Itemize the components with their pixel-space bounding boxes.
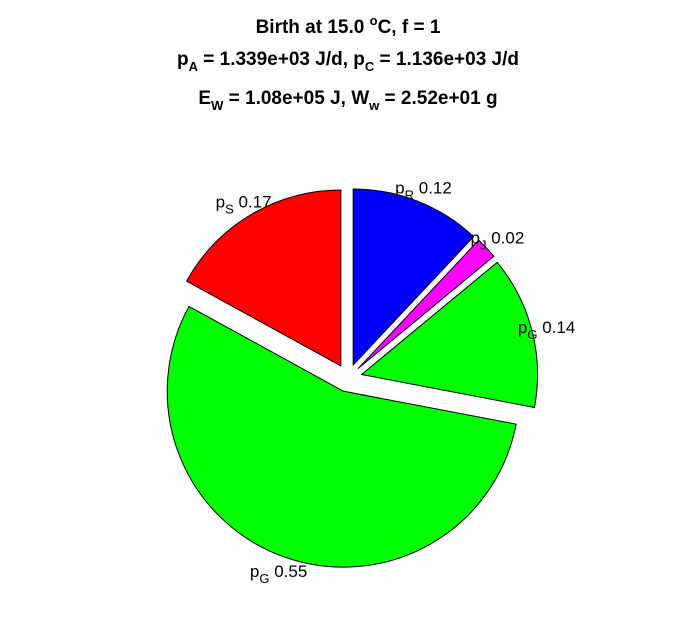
pa-value: = 1.339e+03 J/d, (198, 49, 353, 70)
slice-label-1: pJ 0.02 (471, 229, 525, 253)
ww-base: W (351, 88, 369, 109)
pie-slice-2 (361, 261, 539, 408)
slice-label-base-2: p (518, 318, 527, 337)
slice-label-sub-4: S (225, 202, 234, 217)
title-line-1-suffix: C, f = 1 (378, 17, 441, 38)
chart-title-line-3: EW = 1.08e+05 J, Ww = 2.52e+01 g (198, 88, 497, 113)
slice-label-value-1: 0.02 (486, 229, 524, 248)
slice-label-3: pG 0.55 (250, 562, 307, 586)
slice-label-value-2: 0.14 (537, 318, 575, 337)
slice-label-sub-2: G (527, 327, 537, 342)
pie-slices (166, 188, 539, 568)
slice-label-base-1: p (471, 229, 480, 248)
slice-label-2: pG 0.14 (518, 318, 575, 342)
ew-sub: W (211, 98, 224, 113)
pa-sub: A (189, 59, 199, 74)
title-line-1-degree: o (370, 13, 378, 28)
slice-label-4: pS 0.17 (216, 193, 272, 217)
slice-label-base-3: p (250, 562, 259, 581)
slice-label-base-4: p (216, 193, 225, 212)
ww-sub: w (368, 98, 380, 113)
ew-value: = 1.08e+05 J, (223, 88, 351, 109)
slice-label-0: pR 0.12 (395, 178, 452, 202)
ww-value: = 2.52e+01 g (379, 88, 497, 109)
pie-slice-0 (352, 188, 475, 366)
slice-label-value-3: 0.55 (269, 562, 307, 581)
chart-title-line-1: Birth at 15.0 oC, f = 1 (256, 13, 441, 38)
pie-slice-1 (357, 239, 495, 369)
chart-title-line-2: pA = 1.339e+03 J/d, pC = 1.136e+03 J/d (177, 49, 519, 74)
slice-label-sub-3: G (259, 571, 269, 586)
slice-label-base-0: p (395, 178, 404, 197)
pc-sub: C (365, 59, 375, 74)
slice-label-value-0: 0.12 (414, 178, 452, 197)
pie-slice-4 (186, 189, 342, 367)
pc-value: = 1.136e+03 J/d (374, 49, 519, 70)
pie-slice-3 (166, 305, 517, 568)
slice-label-sub-0: R (405, 187, 414, 202)
slice-label-sub-1: J (480, 238, 487, 253)
title-line-1-prefix: Birth at 15.0 (256, 17, 370, 38)
ew-base: E (198, 88, 211, 109)
slice-label-value-4: 0.17 (234, 193, 272, 212)
pa-base: p (177, 49, 189, 70)
pc-base: p (353, 49, 365, 70)
